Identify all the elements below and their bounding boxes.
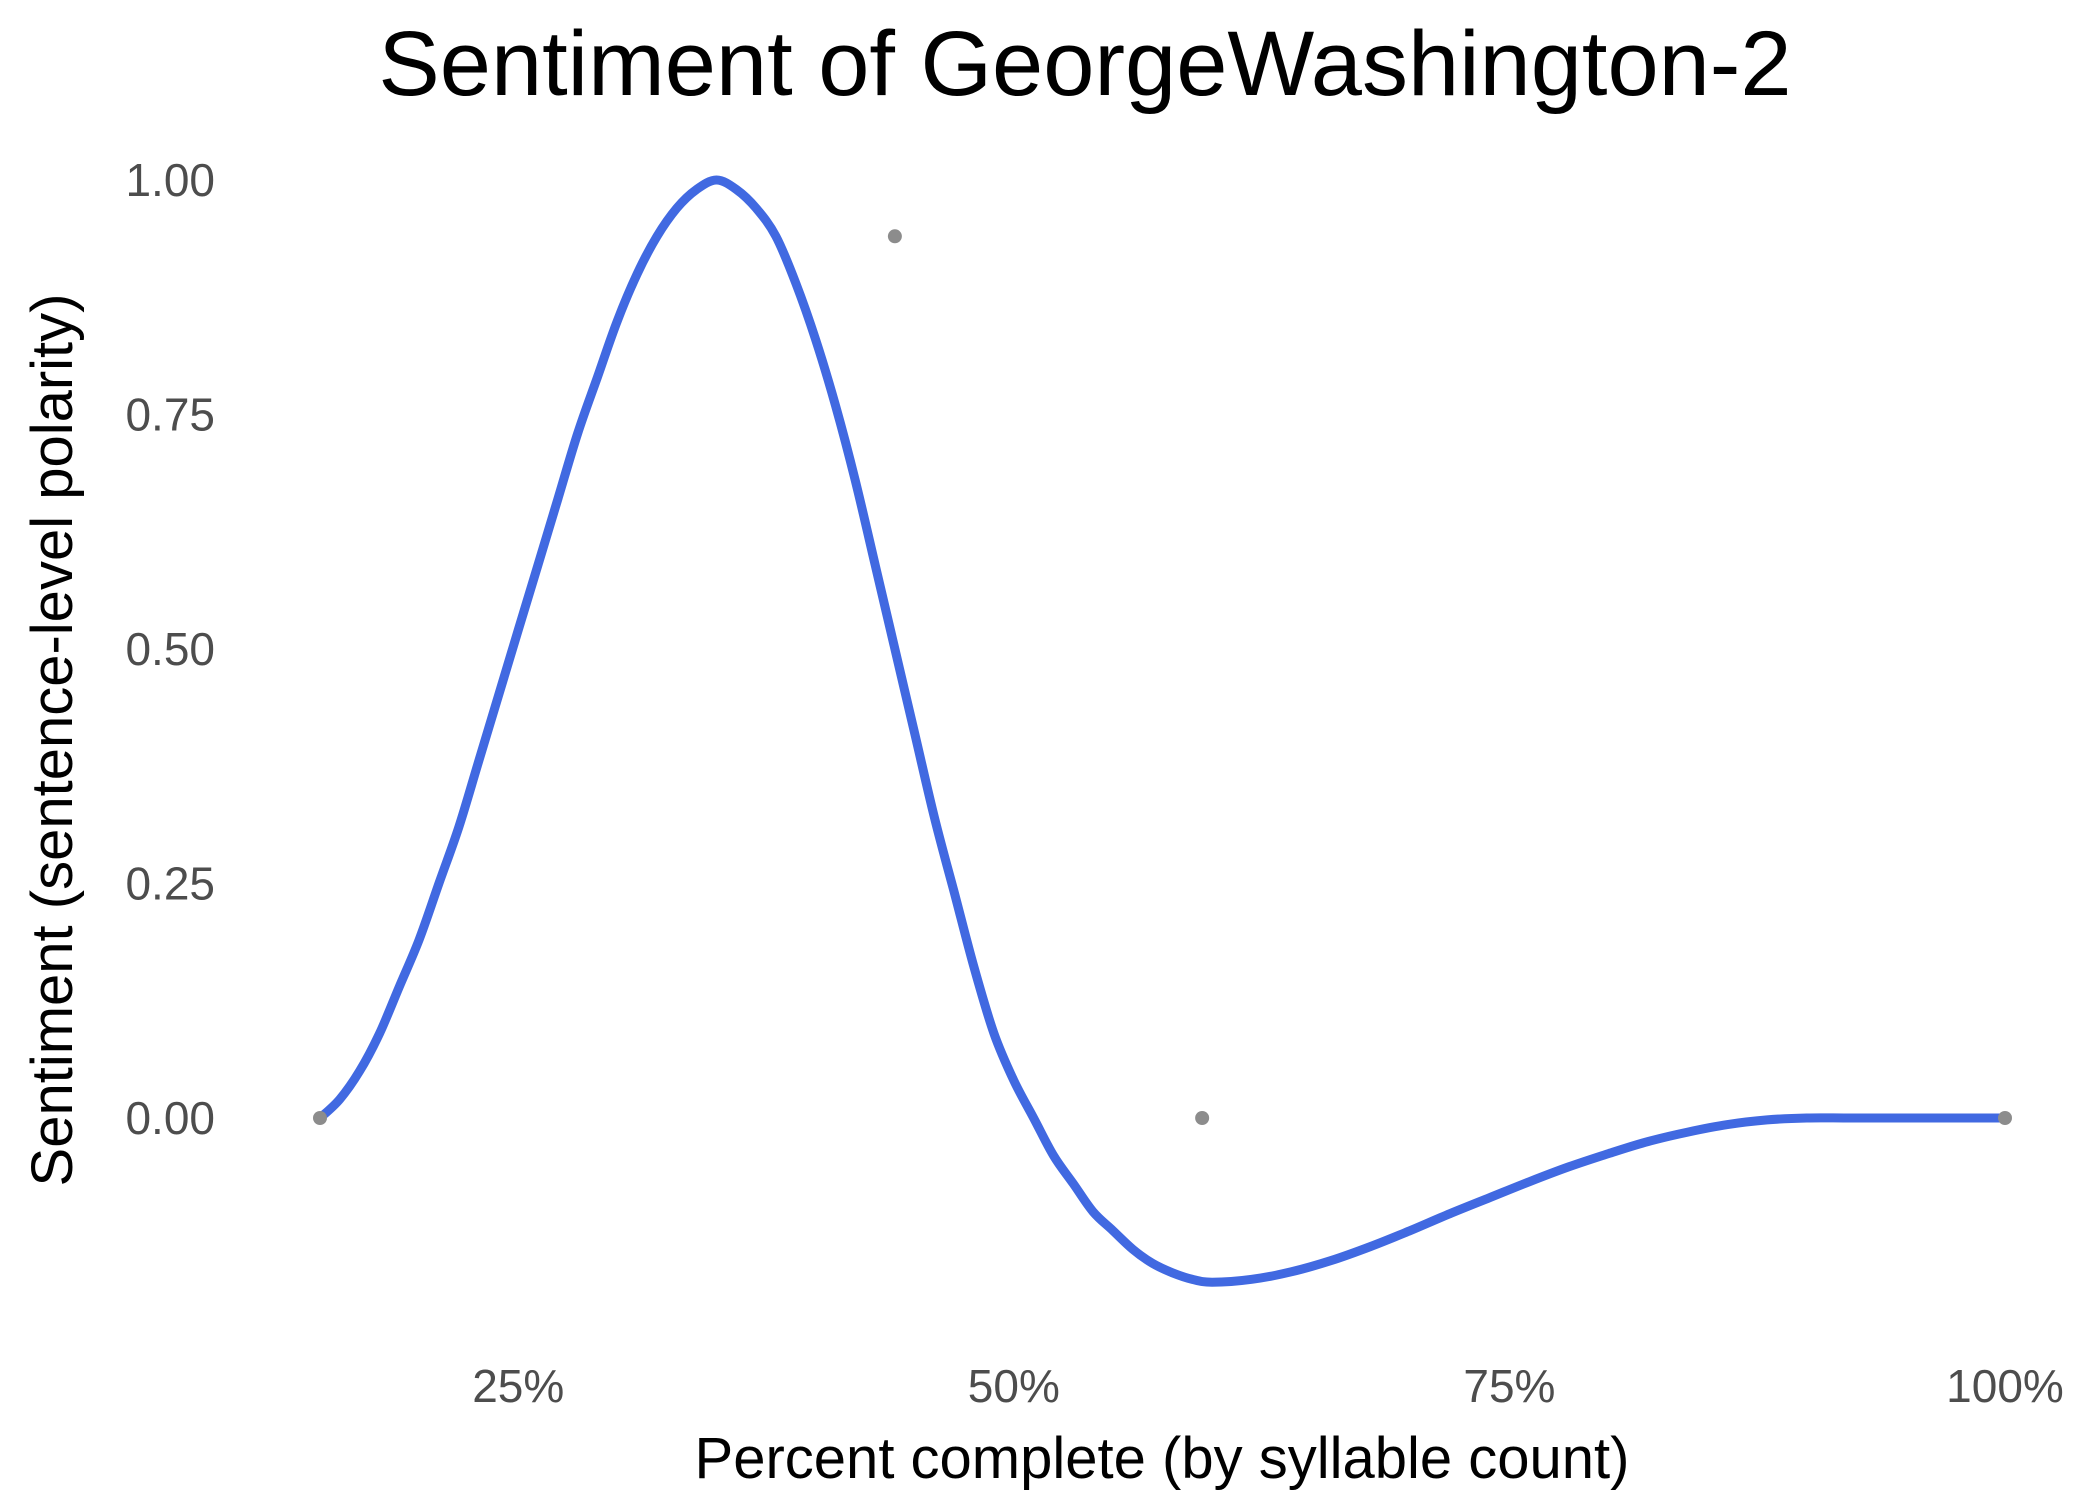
x-tick-label: 25% — [472, 1360, 564, 1412]
y-tick-label: 0.50 — [125, 623, 215, 675]
data-point — [1195, 1111, 1210, 1125]
data-point — [1998, 1111, 2012, 1125]
x-tick-label: 50% — [968, 1360, 1060, 1412]
x-axis-title: Percent complete (by syllable count) — [695, 1426, 1630, 1491]
sentiment-line — [315, 175, 2010, 1287]
plot-area — [313, 175, 2012, 1287]
x-tick-label: 100% — [1946, 1360, 2064, 1412]
y-tick-label: 0.25 — [125, 858, 215, 910]
x-tick-labels: 25% 50% 75% 100% — [472, 1360, 2064, 1412]
y-tick-label: 0.00 — [125, 1092, 215, 1144]
y-tick-labels: 0.00 0.25 0.50 0.75 1.00 — [125, 154, 215, 1144]
y-tick-label: 1.00 — [125, 154, 215, 206]
data-point — [887, 229, 902, 244]
y-axis-title: Sentiment (sentence-level polarity) — [20, 294, 85, 1187]
data-point — [313, 1111, 327, 1125]
x-tick-label: 75% — [1463, 1360, 1555, 1412]
chart-title: Sentiment of GeorgeWashington-2 — [378, 13, 1791, 115]
y-tick-label: 0.75 — [125, 389, 215, 441]
